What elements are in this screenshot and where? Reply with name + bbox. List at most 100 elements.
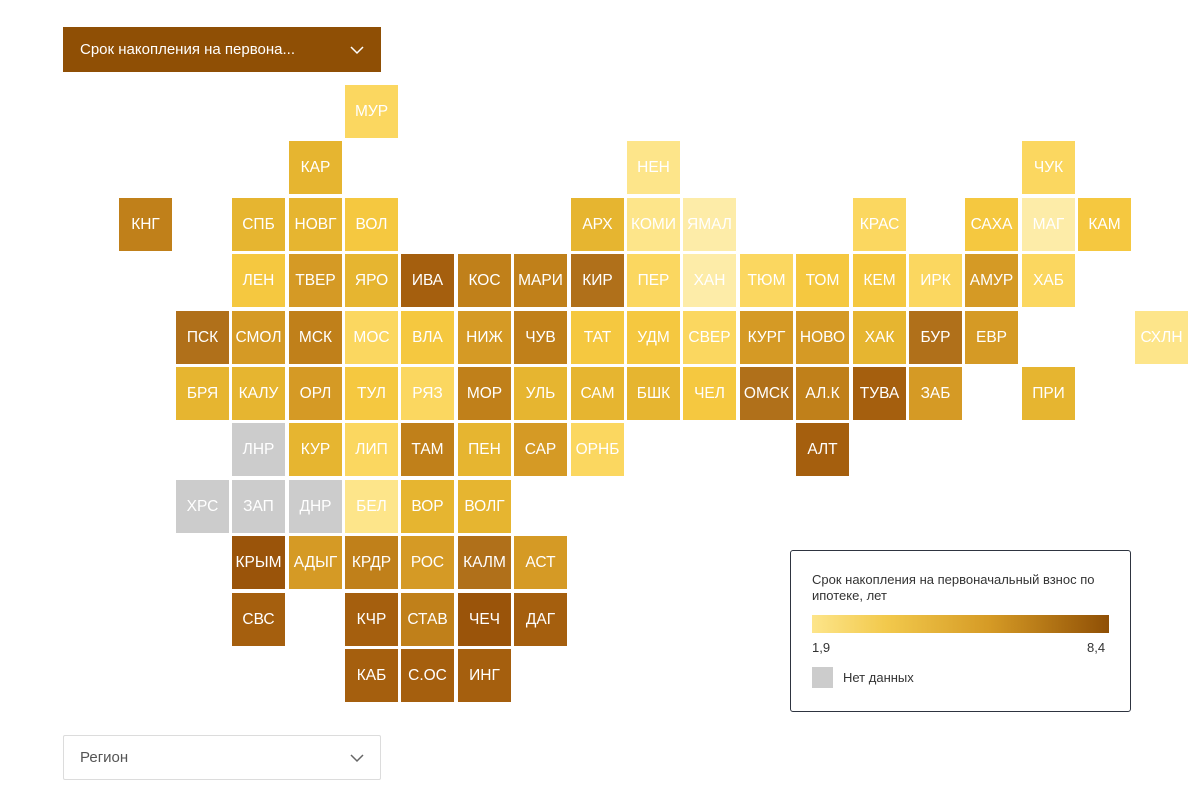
region-tile[interactable]: МАРИ (514, 254, 567, 307)
region-tile[interactable]: САХА (965, 198, 1018, 251)
region-tile[interactable]: КЧР (345, 593, 398, 646)
region-tile[interactable]: АСТ (514, 536, 567, 589)
region-tile[interactable]: ЧУВ (514, 311, 567, 364)
region-tile[interactable]: РЯЗ (401, 367, 454, 420)
region-tile[interactable]: ИВА (401, 254, 454, 307)
region-tile[interactable]: КИР (571, 254, 624, 307)
region-tile[interactable]: КАБ (345, 649, 398, 702)
region-tile[interactable]: ОРЛ (289, 367, 342, 420)
region-tile[interactable]: КРЫМ (232, 536, 285, 589)
region-tile[interactable]: СМОЛ (232, 311, 285, 364)
region-tile[interactable]: КУРГ (740, 311, 793, 364)
indicator-select[interactable]: Срок накопления на первона... (63, 27, 381, 72)
legend: Срок накопления на первоначальный взнос … (790, 550, 1131, 712)
chevron-down-icon (350, 753, 364, 762)
region-tile[interactable]: ЧЕЧ (458, 593, 511, 646)
region-tile[interactable]: ТОМ (796, 254, 849, 307)
legend-no-data-label: Нет данных (843, 670, 914, 685)
legend-title: Срок накопления на первоначальный взнос … (812, 572, 1095, 603)
region-tile[interactable]: ЛЕН (232, 254, 285, 307)
region-tile[interactable]: ВЛА (401, 311, 454, 364)
region-tile[interactable]: КОС (458, 254, 511, 307)
region-tile[interactable]: МАГ (1022, 198, 1075, 251)
region-tile[interactable]: ИНГ (458, 649, 511, 702)
region-tile[interactable]: БШК (627, 367, 680, 420)
region-tile[interactable]: ХАБ (1022, 254, 1075, 307)
region-tile[interactable]: ТАТ (571, 311, 624, 364)
region-tile[interactable]: ДАГ (514, 593, 567, 646)
region-tile[interactable]: ТЮМ (740, 254, 793, 307)
region-tile[interactable]: С.ОС (401, 649, 454, 702)
region-tile[interactable]: ТВЕР (289, 254, 342, 307)
region-tile[interactable]: КНГ (119, 198, 172, 251)
region-tile[interactable]: ОРНБ (571, 423, 624, 476)
region-tile[interactable]: ТУВА (853, 367, 906, 420)
region-tile[interactable]: КАЛУ (232, 367, 285, 420)
region-tile[interactable]: ПСК (176, 311, 229, 364)
region-tile[interactable]: ВОЛГ (458, 480, 511, 533)
region-tile[interactable]: МУР (345, 85, 398, 138)
region-tile[interactable]: РОС (401, 536, 454, 589)
region-tile[interactable]: АРХ (571, 198, 624, 251)
chevron-down-icon (350, 45, 364, 54)
region-tile[interactable]: НОВГ (289, 198, 342, 251)
region-tile[interactable]: НОВО (796, 311, 849, 364)
region-tile[interactable]: ПЕР (627, 254, 680, 307)
region-tile[interactable]: ТУЛ (345, 367, 398, 420)
region-tile[interactable]: МОР (458, 367, 511, 420)
region-select[interactable]: Регион (63, 735, 381, 780)
region-tile[interactable]: ПРИ (1022, 367, 1075, 420)
indicator-select-label: Срок накопления на первона... (80, 41, 295, 58)
region-tile[interactable]: ЧЕЛ (683, 367, 736, 420)
region-tile[interactable]: СПБ (232, 198, 285, 251)
region-tile[interactable]: ХРС (176, 480, 229, 533)
region-tile[interactable]: ЗАП (232, 480, 285, 533)
region-tile[interactable]: ЛНР (232, 423, 285, 476)
region-tile[interactable]: КРАС (853, 198, 906, 251)
region-tile[interactable]: ЧУК (1022, 141, 1075, 194)
region-tile[interactable]: УЛЬ (514, 367, 567, 420)
region-tile[interactable]: ВОР (401, 480, 454, 533)
region-tile[interactable]: КЕМ (853, 254, 906, 307)
region-tile[interactable]: ОМСК (740, 367, 793, 420)
region-tile[interactable]: АДЫГ (289, 536, 342, 589)
region-tile[interactable]: ПЕН (458, 423, 511, 476)
region-tile[interactable]: КАР (289, 141, 342, 194)
region-tile[interactable]: САР (514, 423, 567, 476)
region-tile[interactable]: СВС (232, 593, 285, 646)
region-tile[interactable]: ЛИП (345, 423, 398, 476)
region-tile[interactable]: СТАВ (401, 593, 454, 646)
region-tile[interactable]: ХАН (683, 254, 736, 307)
region-tile[interactable]: ВОЛ (345, 198, 398, 251)
region-tile[interactable]: НЕН (627, 141, 680, 194)
region-tile[interactable]: БРЯ (176, 367, 229, 420)
region-tile[interactable]: БУР (909, 311, 962, 364)
region-tile[interactable]: УДМ (627, 311, 680, 364)
region-tile[interactable]: НИЖ (458, 311, 511, 364)
region-tile[interactable]: МОС (345, 311, 398, 364)
region-tile[interactable]: КРДР (345, 536, 398, 589)
region-tile[interactable]: ТАМ (401, 423, 454, 476)
region-tile[interactable]: ХАК (853, 311, 906, 364)
region-tile[interactable]: ИРК (909, 254, 962, 307)
region-tile[interactable]: САМ (571, 367, 624, 420)
region-tile[interactable]: ЯМАЛ (683, 198, 736, 251)
region-tile[interactable]: АЛ.К (796, 367, 849, 420)
region-tile[interactable]: КАМ (1078, 198, 1131, 251)
region-tile[interactable]: ДНР (289, 480, 342, 533)
region-tile[interactable]: СВЕР (683, 311, 736, 364)
region-tile[interactable]: ЯРО (345, 254, 398, 307)
legend-min-label: 1,9 (812, 640, 831, 655)
region-tile[interactable]: АМУР (965, 254, 1018, 307)
legend-max-label: 8,4 (1087, 640, 1106, 655)
region-tile[interactable]: ЕВР (965, 311, 1018, 364)
region-tile[interactable]: МСК (289, 311, 342, 364)
region-tile[interactable]: КАЛМ (458, 536, 511, 589)
region-tile[interactable]: ЗАБ (909, 367, 962, 420)
region-tile[interactable]: КУР (289, 423, 342, 476)
region-tile[interactable]: БЕЛ (345, 480, 398, 533)
region-tile[interactable]: КОМИ (627, 198, 680, 251)
region-tile[interactable]: СХЛН (1135, 311, 1188, 364)
region-tile[interactable]: АЛТ (796, 423, 849, 476)
